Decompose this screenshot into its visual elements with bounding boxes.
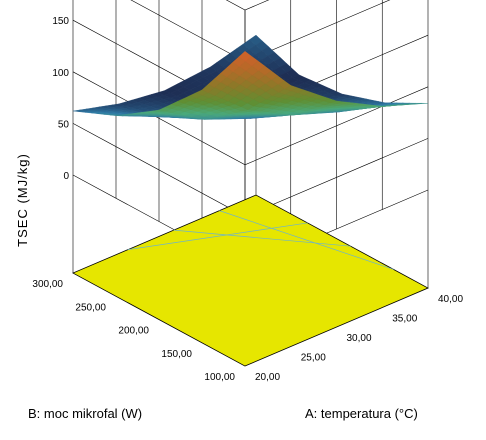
y-tick-label: 250,00 <box>75 302 106 313</box>
floor-contour <box>173 229 351 247</box>
floor-polygon <box>72 194 429 367</box>
y-tick-label: 300,00 <box>32 279 63 290</box>
x-tick-label: 20,00 <box>255 372 280 383</box>
x-tick-label: 40,00 <box>438 294 463 305</box>
y-tick-label: 150,00 <box>161 349 192 360</box>
x-tick-label: 30,00 <box>347 333 372 344</box>
grid-line <box>225 0 270 11</box>
x-tick-label: 35,00 <box>392 314 417 325</box>
y-axis-title: B: moc mikrofal (W) <box>28 406 142 421</box>
floor-contour <box>127 222 308 250</box>
z-axis-title: TSEC (MJ/kg) <box>15 153 30 247</box>
x-axis-title: A: temperatura (°C) <box>305 406 418 421</box>
floor-contour <box>219 210 394 270</box>
surface-cell <box>238 51 252 62</box>
response-surface <box>72 34 429 120</box>
z-tick-label: 150 <box>52 16 69 27</box>
z-tick-label: 0 <box>63 171 69 182</box>
tick-labels: 050100150200250100,00150,00200,00250,003… <box>32 16 463 383</box>
y-tick-label: 100,00 <box>204 372 235 383</box>
x-tick-label: 25,00 <box>301 353 326 364</box>
floor-plane <box>72 194 429 367</box>
z-tick-label: 50 <box>58 119 70 130</box>
z-tick-label: 100 <box>52 68 69 79</box>
y-tick-label: 200,00 <box>118 326 149 337</box>
